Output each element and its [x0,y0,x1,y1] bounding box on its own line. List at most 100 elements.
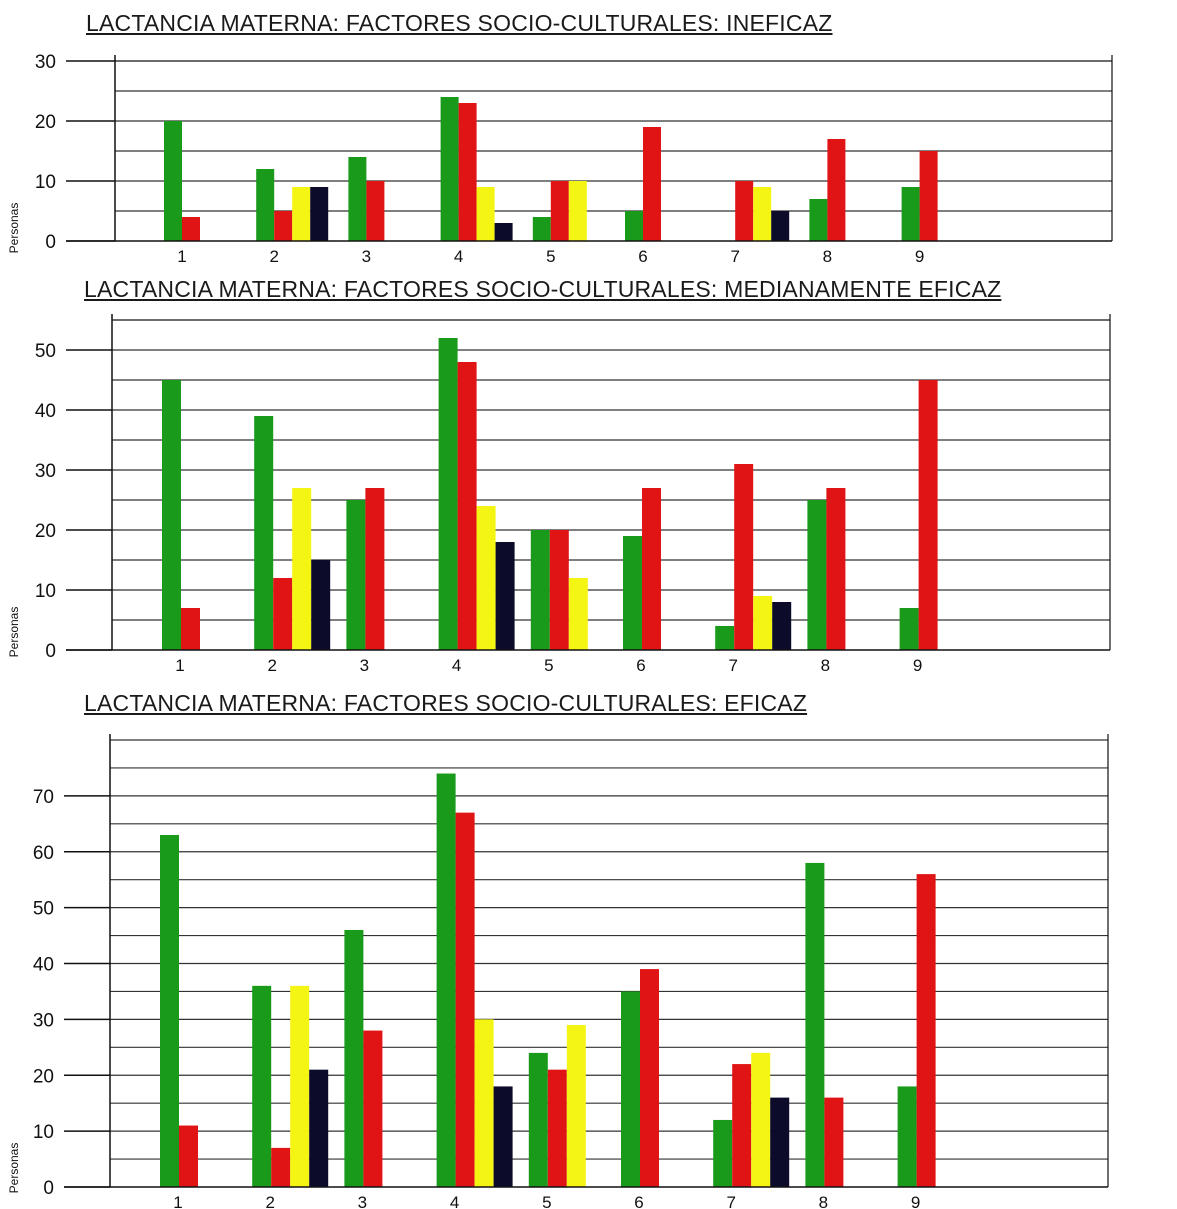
bar [735,181,754,241]
y-tick-label: 20 [35,112,56,133]
bar [273,578,293,650]
bar [772,602,792,650]
x-tick-label: 4 [454,247,463,266]
bar [494,223,513,241]
y-tick-label: 0 [45,232,56,253]
x-tick-label: 8 [819,1193,828,1209]
chart-ineficaz: LACTANCIA MATERNA: FACTORES SOCIO-CULTUR… [0,0,1177,280]
chart-medianamente-eficaz: LACTANCIA MATERNA: FACTORES SOCIO-CULTUR… [7,276,1111,675]
chart-title: LACTANCIA MATERNA: FACTORES SOCIO-CULTUR… [84,276,1002,302]
series-3 [292,181,772,241]
bar [366,181,385,241]
bar [753,187,772,241]
series-2 [182,103,938,241]
y-tick-label: 20 [33,1066,54,1087]
bar [640,969,659,1187]
bar [290,985,310,1187]
bar [827,139,846,241]
x-tick-label: 3 [360,656,369,675]
bar [292,187,311,241]
bar [493,1086,513,1187]
bar [476,506,496,650]
x-tick-label: 4 [450,1193,459,1209]
bar [568,578,588,650]
bar [182,217,200,241]
bar [901,187,920,241]
bar [310,187,329,241]
series-4 [309,1069,790,1187]
y-tick-label: 10 [35,581,56,602]
chart-title: LACTANCIA MATERNA: FACTORES SOCIO-CULTUR… [86,10,833,36]
y-tick-label: 50 [35,341,56,362]
x-tick-label: 3 [358,1193,367,1209]
bar [826,488,846,650]
bar [753,596,773,650]
x-tick-label: 5 [542,1193,551,1209]
bar [643,127,661,241]
y-axis-label: Personas [7,607,21,658]
bar [732,1064,752,1187]
series-1 [164,97,920,241]
x-tick-label: 2 [267,656,276,675]
bar [440,97,459,241]
bar [625,211,643,241]
bar [179,1125,198,1187]
y-tick-label: 70 [33,787,54,808]
bar [162,380,181,650]
chart-plot: 0 10 20 30 1 2 3 4 5 6 7 8 9 Personas [7,52,1113,266]
x-tick-label: 8 [821,656,830,675]
bar [751,1052,771,1187]
bar [566,1024,586,1187]
bar [530,530,550,650]
bar [713,1119,733,1187]
x-tick-label: 1 [175,656,184,675]
gridlines [110,739,1108,1160]
y-tick-label: 60 [33,843,54,864]
bar [621,991,640,1187]
x-tick-label: 2 [265,1193,274,1209]
chart-title: LACTANCIA MATERNA: FACTORES SOCIO-CULTUR… [84,690,808,716]
y-axis-label: Personas [7,1143,21,1194]
series-1 [162,338,919,650]
bar [436,773,456,1187]
bar [457,362,477,650]
bar [809,199,828,241]
y-tick-label: 0 [43,1178,54,1199]
bar [918,380,938,650]
x-tick-label: 9 [913,656,922,675]
bar [160,834,179,1187]
bar [309,1069,329,1187]
y-tick-label: 20 [35,521,56,542]
y-tick-label: 40 [35,401,56,422]
chart-plot: 0 10 20 30 40 50 1 2 3 4 5 6 7 8 9 Personas [7,314,1111,675]
bar [365,488,385,650]
bar [549,530,569,650]
x-tick-label: 9 [911,1193,920,1209]
bar [495,542,515,650]
x-tick-label: 6 [638,247,647,266]
y-tick-label: 10 [35,172,56,193]
x-tick-label: 8 [823,247,832,266]
bar [252,985,272,1187]
x-tick-label: 6 [636,656,645,675]
bar [916,874,936,1187]
series-4 [310,187,790,241]
bar [734,464,754,650]
y-tick-label: 10 [33,1122,54,1143]
bar [363,1030,383,1187]
y-tick-label: 0 [45,641,56,662]
series-3 [292,488,773,650]
x-tick-label: 9 [915,247,924,266]
bar [805,862,825,1187]
bar [715,626,735,650]
bar [311,560,331,650]
bar [455,812,475,1187]
bar [824,1097,844,1187]
bar [550,181,569,241]
bar [164,121,182,241]
bar [642,488,661,650]
bar [438,338,458,650]
series-3 [290,985,771,1187]
